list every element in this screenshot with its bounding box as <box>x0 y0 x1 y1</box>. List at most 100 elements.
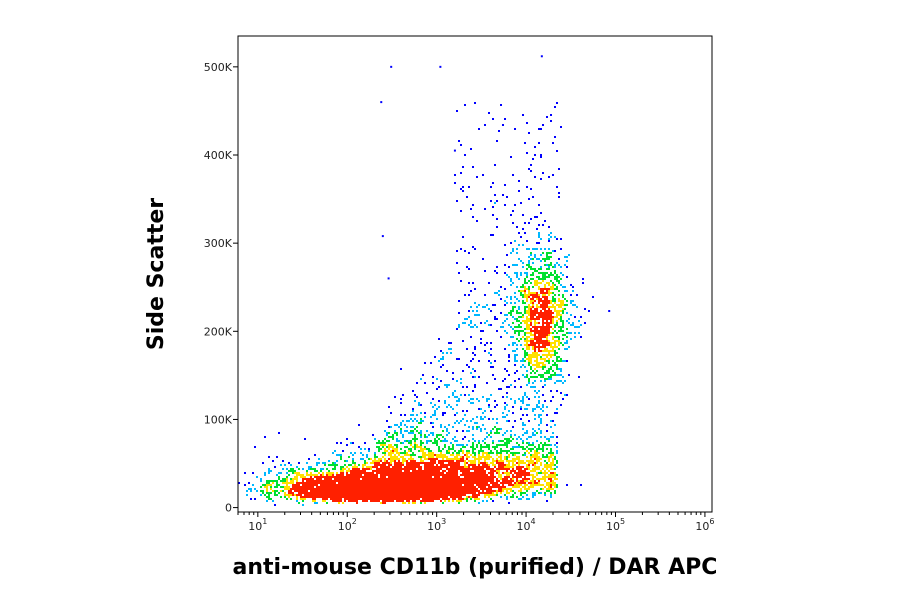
data-dot <box>406 478 408 480</box>
data-dot <box>458 422 460 424</box>
data-dot <box>530 302 532 304</box>
data-dot <box>516 482 518 484</box>
data-dot <box>548 376 550 378</box>
data-dot <box>420 430 422 432</box>
data-dot <box>390 456 392 458</box>
data-dot <box>334 492 336 494</box>
data-dot <box>560 328 562 330</box>
data-dot <box>446 458 448 460</box>
data-dot <box>522 414 524 416</box>
data-dot <box>520 472 522 474</box>
data-dot <box>462 498 464 500</box>
data-dot <box>528 472 530 474</box>
data-dot <box>392 476 394 478</box>
data-dot <box>490 486 492 488</box>
data-dot <box>422 500 424 502</box>
data-dot <box>550 366 552 368</box>
data-dot <box>546 490 548 492</box>
data-dot <box>520 492 522 494</box>
data-dot <box>500 104 502 106</box>
data-dot <box>514 372 516 374</box>
data-dot <box>554 278 556 280</box>
data-dot <box>552 468 554 470</box>
data-dot <box>340 476 342 478</box>
data-dot <box>418 422 420 424</box>
data-dot <box>550 288 552 290</box>
data-dot <box>578 326 580 328</box>
data-dot <box>386 472 388 474</box>
data-dot <box>386 484 388 486</box>
data-dot <box>544 286 546 288</box>
data-dot <box>380 496 382 498</box>
data-dot <box>554 270 556 272</box>
data-dot <box>446 430 448 432</box>
data-dot <box>416 478 418 480</box>
data-dot <box>512 316 514 318</box>
data-dot <box>554 364 556 366</box>
data-dot <box>458 502 460 504</box>
data-dot <box>544 358 546 360</box>
data-dot <box>480 446 482 448</box>
data-dot <box>458 358 460 360</box>
data-dot <box>400 490 402 492</box>
outlier-point <box>540 55 543 58</box>
data-dot <box>394 472 396 474</box>
data-dot <box>538 272 540 274</box>
data-dot <box>520 400 522 402</box>
data-dot <box>440 440 442 442</box>
data-dot <box>282 478 284 480</box>
data-dot <box>266 484 268 486</box>
data-dot <box>384 442 386 444</box>
data-dot <box>384 484 386 486</box>
data-dot <box>442 436 444 438</box>
data-dot <box>382 440 384 442</box>
data-dot <box>390 490 392 492</box>
data-dot <box>536 478 538 480</box>
data-dot <box>426 474 428 476</box>
data-dot <box>438 492 440 494</box>
data-dot <box>500 312 502 314</box>
data-dot <box>556 314 558 316</box>
data-dot <box>346 492 348 494</box>
data-dot <box>428 454 430 456</box>
data-dot <box>476 474 478 476</box>
data-dot <box>492 464 494 466</box>
data-dot <box>534 346 536 348</box>
data-dot <box>310 488 312 490</box>
data-dot <box>530 164 532 166</box>
data-dot <box>436 458 438 460</box>
data-dot <box>416 396 418 398</box>
data-dot <box>362 492 364 494</box>
data-dot <box>320 486 322 488</box>
data-dot <box>554 306 556 308</box>
data-dot <box>576 306 578 308</box>
data-dot <box>496 226 498 228</box>
data-dot <box>324 496 326 498</box>
data-dot <box>534 414 536 416</box>
data-dot <box>452 452 454 454</box>
data-dot <box>502 450 504 452</box>
data-dot <box>442 454 444 456</box>
data-dot <box>504 416 506 418</box>
data-dot <box>310 476 312 478</box>
data-dot <box>558 368 560 370</box>
data-dot <box>512 210 514 212</box>
data-dot <box>480 456 482 458</box>
data-dot <box>476 484 478 486</box>
data-dot <box>530 366 532 368</box>
data-dot <box>484 294 486 296</box>
data-dot <box>280 464 282 466</box>
data-dot <box>526 324 528 326</box>
data-dot <box>524 344 526 346</box>
data-dot <box>356 488 358 490</box>
data-dot <box>544 300 546 302</box>
data-dot <box>440 490 442 492</box>
data-dot <box>492 214 494 216</box>
data-dot <box>484 466 486 468</box>
data-dot <box>536 432 538 434</box>
data-dot <box>534 484 536 486</box>
data-dot <box>454 472 456 474</box>
data-dot <box>412 474 414 476</box>
data-dot <box>444 494 446 496</box>
data-dot <box>412 464 414 466</box>
